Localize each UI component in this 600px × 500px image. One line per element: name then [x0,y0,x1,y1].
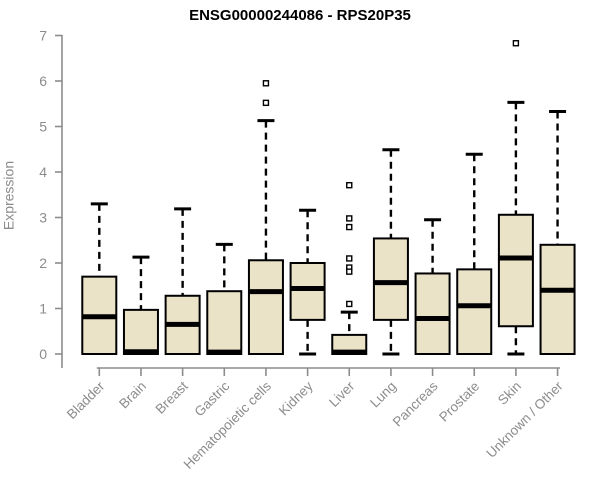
box-brain [122,308,159,355]
box-hematopoietic-cells [247,259,284,355]
chart-title: ENSG00000244086 - RPS20P35 [189,7,411,24]
outlier-point [346,215,353,222]
box-lung [372,237,409,321]
box-gastric [206,290,243,355]
x-axis-category-label: Lung [367,379,399,411]
x-axis-category-label: Pancreas [390,378,441,429]
box-unknown-other [539,243,576,355]
outlier-point [262,80,270,87]
y-axis-tick-label: 1 [39,301,47,317]
outlier-point [346,255,353,262]
y-axis-tick-label: 7 [39,28,47,44]
outlier-point [346,300,353,308]
outlier-point [262,99,270,107]
box-prostate [456,268,493,355]
outlier-point [346,223,353,231]
y-axis-tick-label: 4 [39,164,47,180]
y-axis-tick-label: 6 [39,73,47,89]
outlier-point [346,268,353,275]
outlier-point [512,40,520,47]
y-axis-tick-label: 2 [39,255,47,271]
box-skin [497,213,534,328]
x-axis-category-label: Kidney [276,378,316,418]
y-axis-tick-label: 0 [39,346,47,362]
y-axis-tick-label: 5 [39,119,47,135]
x-axis-category-label: Breast [153,378,191,416]
x-axis-category-label: Unknown / Other [483,378,566,461]
box-pancreas [414,272,451,355]
y-axis-tick-label: 3 [39,210,47,226]
x-axis-category-label: Bladder [64,378,108,422]
x-axis-category-label: Skin [495,379,524,408]
x-axis-category-label: Prostate [436,379,482,425]
x-axis-category-label: Gastric [192,378,233,419]
box-kidney [289,262,326,321]
x-axis-category-label: Liver [326,378,358,410]
outlier-point [346,181,353,189]
x-axis-category-label: Brain [116,379,149,412]
